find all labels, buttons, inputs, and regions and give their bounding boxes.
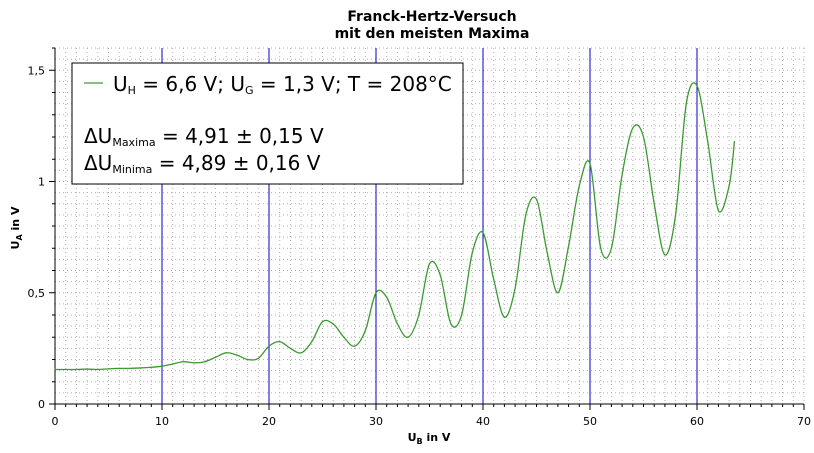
x-tick-label: 70 xyxy=(797,415,811,428)
data-point xyxy=(311,341,313,343)
data-point xyxy=(642,136,645,138)
data-point xyxy=(450,323,452,325)
y-tick-label: 1,5 xyxy=(28,64,46,77)
data-point xyxy=(268,345,270,347)
chart-title-line-2: mit den meisten Maxima xyxy=(335,26,530,42)
data-point xyxy=(600,247,602,249)
x-tick-label: 60 xyxy=(690,415,704,428)
x-tick-label: 10 xyxy=(155,415,169,428)
data-points xyxy=(54,85,736,371)
x-tick-label: 40 xyxy=(476,415,490,428)
data-point xyxy=(257,357,259,359)
data-point xyxy=(396,323,398,325)
data-point xyxy=(471,252,473,254)
legend-entry-delta-minima: ΔUMinima = 4,89 ± 0,16 V xyxy=(84,151,321,176)
data-point xyxy=(193,362,195,364)
x-tick-label: 20 xyxy=(262,415,276,428)
data-point xyxy=(578,185,580,187)
data-series-line xyxy=(54,82,736,371)
x-tick-label: 0 xyxy=(52,415,59,428)
data-point xyxy=(717,209,720,212)
x-axis-label: UB in V xyxy=(408,431,451,446)
y-axis-label: UA in V xyxy=(9,206,24,249)
data-point xyxy=(493,278,495,280)
x-ticks: 0 10 20 30 40 50 60 70 xyxy=(52,404,811,428)
y-tick-label: 1 xyxy=(38,176,45,189)
x-axis-label-text: UB in V xyxy=(408,431,451,446)
data-point xyxy=(675,214,677,216)
x-tick-label: 50 xyxy=(583,415,597,428)
data-point xyxy=(621,174,623,176)
data-point xyxy=(332,323,334,325)
data-point xyxy=(161,365,163,367)
data-point xyxy=(428,263,431,265)
data-point xyxy=(514,287,516,289)
data-point xyxy=(707,140,709,143)
data-point xyxy=(54,368,56,371)
data-point xyxy=(214,356,217,358)
legend: UH = 6,6 V; UG = 1,3 V; T = 208°C ΔUMaxim… xyxy=(71,62,464,185)
y-tick-label: 0 xyxy=(38,398,45,411)
data-point xyxy=(589,163,591,165)
data-point xyxy=(557,292,559,294)
y-tick-label: 0,5 xyxy=(28,287,46,300)
data-point xyxy=(172,363,174,365)
data-point xyxy=(129,367,131,369)
data-point xyxy=(236,354,238,356)
data-point xyxy=(386,296,388,298)
data-point xyxy=(696,85,698,87)
data-point xyxy=(182,361,184,363)
legend-entry-parameters: UH = 6,6 V; UG = 1,3 V; T = 208°C xyxy=(113,72,452,97)
data-point xyxy=(535,198,538,200)
data-point xyxy=(150,366,152,368)
data-point xyxy=(728,185,730,187)
data-point xyxy=(204,361,206,363)
data-point xyxy=(407,336,409,338)
data-point xyxy=(546,252,548,254)
data-point xyxy=(65,368,67,371)
data-point xyxy=(279,341,281,343)
data-point xyxy=(461,314,463,316)
y-ticks: 0 0,5 1 1,5 xyxy=(28,47,55,411)
data-point xyxy=(525,214,527,216)
chart-title: Franck-Hertz-Versuch mit den meisten Max… xyxy=(335,9,530,42)
data-point xyxy=(354,345,356,347)
data-point xyxy=(685,103,687,105)
data-point xyxy=(247,358,249,361)
data-point xyxy=(503,316,505,318)
data-point xyxy=(289,347,291,349)
data-point xyxy=(375,292,377,294)
legend-box xyxy=(71,62,464,185)
data-point xyxy=(343,336,345,338)
data-point xyxy=(439,274,441,276)
data-point xyxy=(107,368,110,370)
data-point xyxy=(610,247,613,249)
data-point xyxy=(482,232,484,234)
data-point xyxy=(632,127,634,129)
data-point xyxy=(364,329,366,332)
data-point xyxy=(733,140,736,143)
data-point xyxy=(653,203,655,205)
data-point xyxy=(321,321,324,323)
data-point xyxy=(86,368,88,370)
data-point xyxy=(75,368,77,371)
data-point xyxy=(568,245,570,247)
data-point xyxy=(140,367,142,369)
data-point xyxy=(225,352,227,354)
legend-entry-delta-maxima: ΔUMaxima = 4,91 ± 0,15 V xyxy=(84,124,324,149)
data-point xyxy=(97,368,99,371)
x-tick-label: 30 xyxy=(369,415,383,428)
data-point xyxy=(664,254,666,256)
data-point xyxy=(118,367,120,369)
y-axis-label-text: UA in V xyxy=(9,206,24,249)
data-point xyxy=(418,314,420,316)
data-point xyxy=(300,352,302,354)
chart-title-line-1: Franck-Hertz-Versuch xyxy=(347,9,516,25)
